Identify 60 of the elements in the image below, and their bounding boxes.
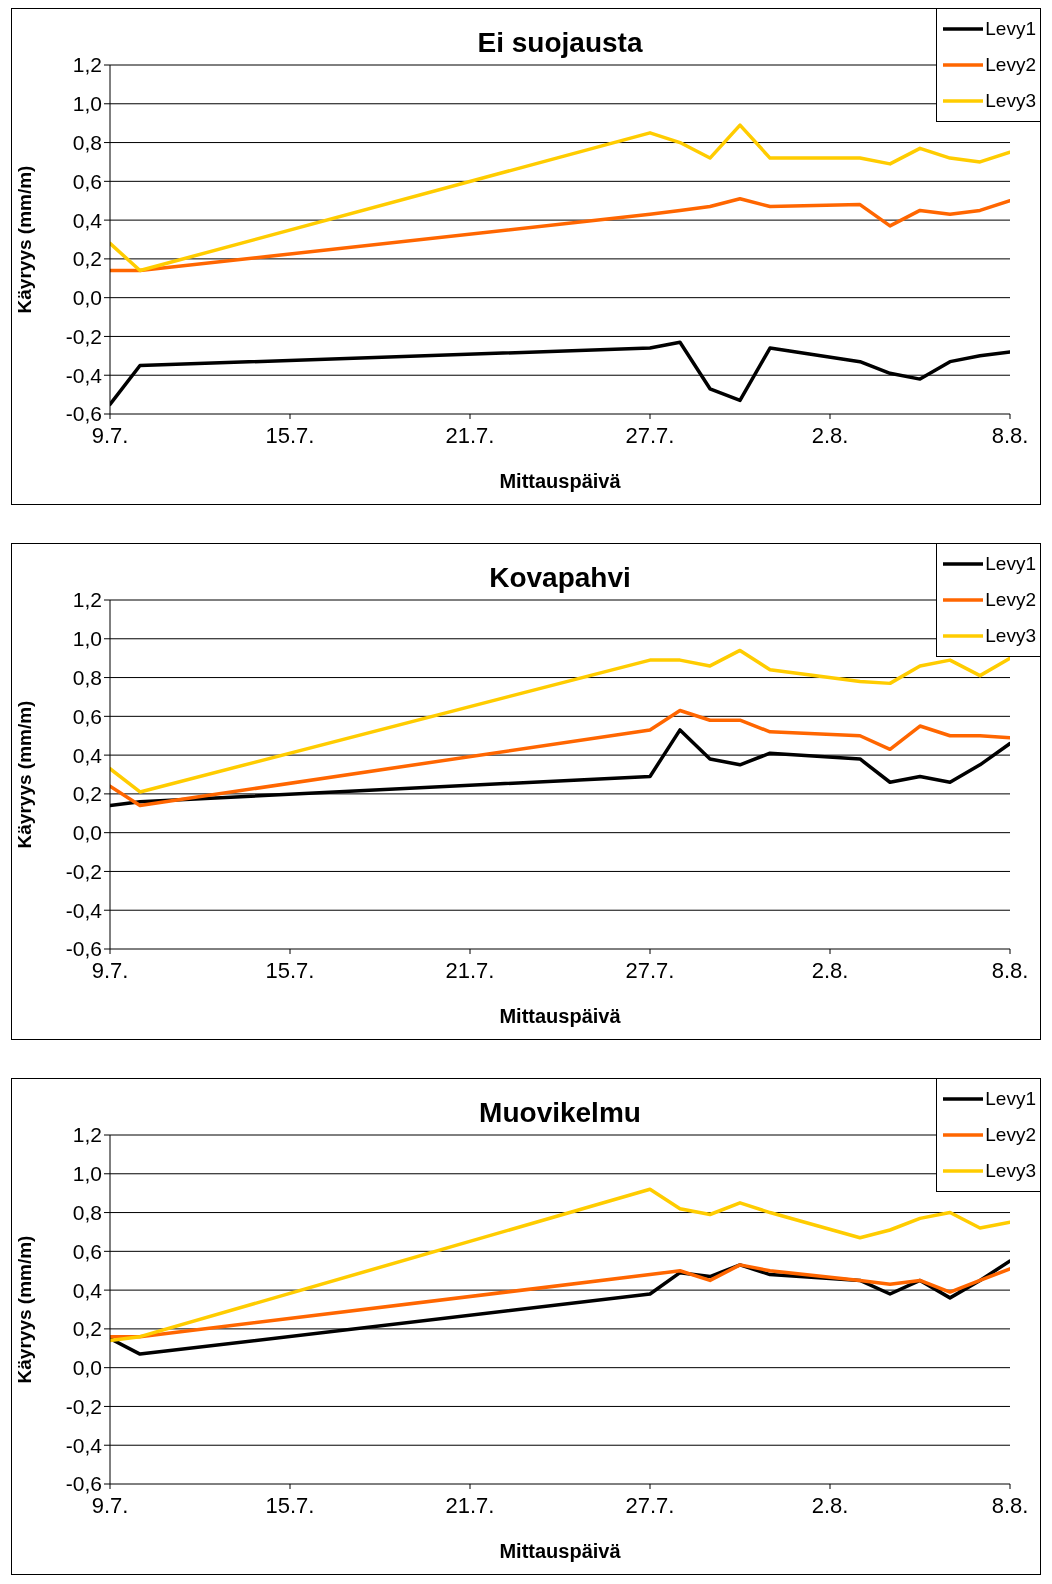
y-tick-label: 0,2	[72, 1317, 102, 1341]
legend-label: Levy1	[985, 553, 1036, 575]
y-tick-label: 0,8	[72, 666, 102, 690]
x-axis-title: Mittauspäivä	[499, 1005, 622, 1027]
legend-label: Levy3	[985, 625, 1036, 647]
y-tick-label: 1,0	[72, 627, 102, 651]
y-tick-label: -0,4	[65, 1433, 103, 1457]
y-axis-title: Käyryys (mm/m)	[13, 1235, 35, 1384]
y-tick-label: 0,8	[72, 131, 102, 155]
y-tick-label: 0,6	[72, 704, 102, 728]
y-tick-label: 0,4	[72, 1278, 103, 1302]
legend-label: Levy3	[985, 1160, 1036, 1182]
legend-label: Levy2	[985, 1124, 1036, 1146]
y-tick-label: 1,2	[72, 1123, 102, 1147]
x-axis-title: Mittauspäivä	[499, 470, 622, 492]
y-tick-label: 0,0	[72, 286, 102, 310]
legend-label: Levy2	[985, 54, 1036, 76]
x-axis-title: Mittauspäivä	[499, 1540, 622, 1562]
y-tick-label: -0,2	[65, 324, 102, 348]
y-tick-label: -0,2	[65, 859, 102, 883]
y-tick-label: 0,6	[72, 1239, 102, 1263]
chart-title: Ei suojausta	[477, 27, 643, 58]
legend-label: Levy1	[985, 18, 1036, 40]
x-tick-label: 27.7.	[625, 957, 675, 983]
y-tick-label: 0,4	[72, 208, 103, 232]
y-tick-label: 0,4	[72, 743, 103, 767]
y-tick-label: 1,0	[72, 92, 102, 116]
x-tick-label: 27.7.	[625, 1492, 675, 1518]
x-tick-label: 8.8.	[991, 1492, 1029, 1518]
y-tick-label: 0,8	[72, 1201, 102, 1225]
y-axis-title: Käyryys (mm/m)	[13, 165, 35, 314]
y-tick-label: -0,2	[65, 1394, 102, 1418]
x-tick-label: 8.8.	[991, 957, 1029, 983]
x-tick-label: 2.8.	[811, 957, 849, 983]
x-tick-label: 8.8.	[991, 422, 1029, 448]
y-tick-label: 1,2	[72, 588, 102, 612]
x-tick-label: 27.7.	[625, 422, 675, 448]
y-tick-label: 0,6	[72, 169, 102, 193]
x-tick-label: 15.7.	[265, 422, 315, 448]
x-tick-label: 21.7.	[445, 422, 495, 448]
chart-title: Muovikelmu	[479, 1097, 641, 1128]
x-tick-label: 15.7.	[265, 957, 315, 983]
legend-label: Levy1	[985, 1088, 1036, 1110]
legend-label: Levy3	[985, 90, 1036, 112]
legend-label: Levy2	[985, 589, 1036, 611]
x-tick-label: 2.8.	[811, 422, 849, 448]
y-tick-label: 0,2	[72, 782, 102, 806]
x-tick-label: 15.7.	[265, 1492, 315, 1518]
y-axis-title: Käyryys (mm/m)	[13, 700, 35, 849]
chart-title: Kovapahvi	[489, 562, 631, 593]
y-tick-label: -0,4	[65, 898, 103, 922]
x-tick-label: 2.8.	[811, 1492, 849, 1518]
y-tick-label: -0,4	[65, 363, 103, 387]
x-tick-label: 21.7.	[445, 1492, 495, 1518]
y-tick-label: 0,0	[72, 821, 102, 845]
y-tick-label: 1,0	[72, 1162, 102, 1186]
x-tick-label: 21.7.	[445, 957, 495, 983]
y-tick-label: 1,2	[72, 53, 102, 77]
y-tick-label: 0,2	[72, 247, 102, 271]
y-tick-label: 0,0	[72, 1356, 102, 1380]
